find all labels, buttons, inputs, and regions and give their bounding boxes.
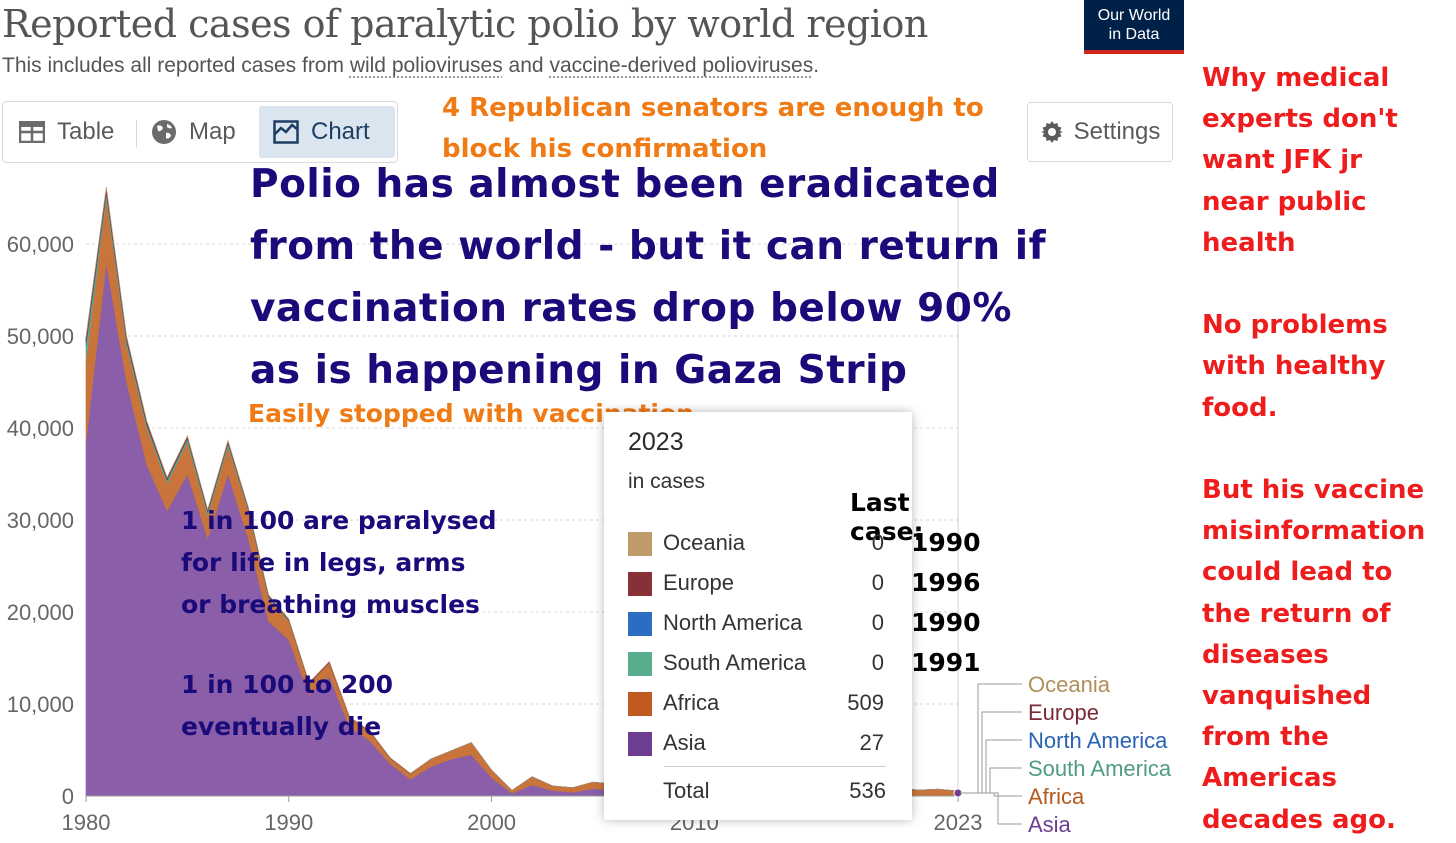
view-tab-bar: Table Map Chart	[2, 101, 398, 163]
tooltip-total-value: 536	[849, 778, 886, 803]
x-tick-label: 1990	[264, 810, 313, 835]
tooltip-row: South America 0 1991	[628, 644, 1008, 684]
series-swatch	[628, 572, 652, 596]
subtitle-text-start: This includes all reported cases from	[2, 54, 350, 77]
y-tick-label: 50,000	[7, 324, 74, 349]
tab-divider	[136, 120, 137, 148]
tooltip-series-value: 0	[871, 610, 884, 635]
subtitle-text-end: .	[813, 54, 820, 77]
tooltip-series-name: Europe	[663, 570, 734, 595]
x-tick-label: 2023	[934, 810, 983, 835]
tab-table[interactable]: Table	[19, 106, 114, 158]
tooltip-row: Asia 27	[628, 724, 1008, 764]
owid-logo[interactable]: Our World in Data	[1084, 0, 1184, 54]
y-tick-label: 60,000	[7, 232, 74, 257]
annotation-senators: 4 Republican senators are enough to bloc…	[442, 93, 984, 164]
tooltip-row: Oceania 0 1990	[628, 524, 1008, 564]
tooltip-year: 2023	[628, 428, 684, 456]
settings-label: Settings	[1073, 118, 1161, 145]
vaccine-derived-poliovirus-link[interactable]: vaccine-derived polioviruses	[549, 54, 814, 77]
settings-button[interactable]: Settings	[1027, 102, 1173, 162]
tooltip-row: North America 0 1990	[628, 604, 1008, 644]
tooltip-series-value: 27	[859, 730, 884, 755]
tooltip-series-name: South America	[663, 650, 807, 675]
legend-label-south-america: South America	[1028, 756, 1172, 781]
chart-icon	[273, 120, 299, 144]
x-tick-label: 2000	[467, 810, 516, 835]
y-tick-label: 40,000	[7, 416, 74, 441]
end-label-legend: Oceania Europe North America South America A…	[960, 672, 1172, 837]
series-swatch	[628, 652, 652, 676]
tooltip-series-name: Africa	[663, 690, 720, 715]
logo-line-1: Our World	[1097, 7, 1171, 24]
tooltip-last-case-year: 1996	[911, 568, 981, 597]
tab-map-label: Map	[189, 118, 236, 145]
axes: 0 10,000 20,000 30,000 40,000 50,000 60,000 198…	[7, 232, 983, 835]
annotation-paralysed: 1 in 100 are paralysed for life in legs,…	[181, 506, 497, 619]
tooltip-series-value: 0	[871, 570, 884, 595]
series-swatch	[628, 612, 652, 636]
legend-label-africa: Africa	[1028, 784, 1085, 809]
y-tick-label: 30,000	[7, 508, 74, 533]
legend-label-oceania: Oceania	[1028, 672, 1111, 697]
legend-connector	[960, 767, 1022, 794]
tooltip-series-name: Asia	[663, 730, 706, 755]
tooltip-series-value: 0	[871, 650, 884, 675]
tooltip-last-case-year: 1991	[911, 648, 981, 677]
gear-icon	[1040, 121, 1063, 143]
wild-poliovirus-link[interactable]: wild polioviruses	[349, 54, 503, 77]
area-oceania	[85, 186, 959, 794]
logo-line-2: in Data	[1108, 26, 1160, 43]
y-tick-label: 10,000	[7, 692, 74, 717]
tooltip-unit: in cases	[628, 470, 706, 493]
tab-chart[interactable]: Chart	[259, 106, 395, 158]
y-tick-label: 20,000	[7, 600, 74, 625]
tooltip-last-case-header: Last case:	[850, 488, 924, 546]
tooltip-series-name: Oceania	[663, 530, 745, 555]
data-tooltip: 2023 in cases Last case: Oceania 0 1990 Eur…	[604, 412, 981, 820]
annotation-main-message: Polio has almost been eradicated from th…	[250, 162, 1047, 393]
tooltip-series-name: North America	[663, 610, 803, 635]
tooltip-total-label: Total	[663, 778, 710, 803]
x-tick-label: 1980	[62, 810, 111, 835]
globe-icon	[152, 120, 176, 144]
tooltip-series-value: 509	[847, 690, 884, 715]
series-swatch	[628, 732, 652, 756]
tooltip-series-value: 0	[871, 530, 884, 555]
chart-title: Reported cases of paralytic polio by wor…	[2, 2, 928, 46]
subtitle-text-mid: and	[502, 54, 550, 77]
chart-subtitle: This includes all reported cases from wi…	[2, 54, 819, 78]
tooltip-row: Europe 0 1996	[628, 564, 1008, 604]
y-tick-label: 0	[62, 784, 74, 809]
annotation-mortality: 1 in 100 to 200 eventually die	[181, 670, 394, 741]
tooltip-last-case-year: 1990	[911, 528, 981, 557]
annotation-side-commentary: Why medical experts don't want JFK jr ne…	[1202, 63, 1426, 835]
legend-label-europe: Europe	[1028, 700, 1099, 725]
tooltip-row: Africa 509	[628, 684, 1008, 724]
tab-map[interactable]: Map	[151, 106, 236, 158]
legend-label-north-america: North America	[1028, 728, 1168, 753]
chart-header: Reported cases of paralytic polio by wor…	[0, 0, 1080, 90]
tooltip-last-case-year: 1990	[911, 608, 981, 637]
legend-label-asia: Asia	[1028, 812, 1072, 837]
series-swatch	[628, 692, 652, 716]
tab-table-label: Table	[57, 118, 115, 145]
tooltip-divider	[664, 766, 886, 767]
tab-chart-label: Chart	[311, 118, 370, 145]
series-swatch	[628, 532, 652, 556]
table-icon	[19, 121, 45, 143]
legend-connector	[960, 792, 1022, 825]
